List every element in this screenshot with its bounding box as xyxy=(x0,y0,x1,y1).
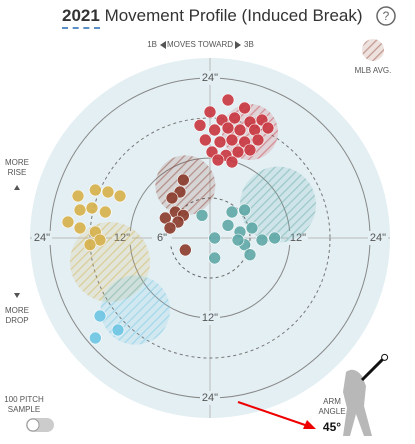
ring-label: 24" xyxy=(202,72,218,84)
ring-label-bg xyxy=(200,391,220,405)
title: Movement Profile (Induced Break) xyxy=(104,6,363,25)
pitch xyxy=(89,183,102,197)
pitch xyxy=(243,248,257,261)
pitch xyxy=(225,133,239,147)
mlb-avg xyxy=(240,166,316,243)
sample-label: 100 PITCH SAMPLE xyxy=(4,395,44,414)
pitch xyxy=(73,203,87,217)
pitch xyxy=(199,133,212,147)
pitch xyxy=(225,155,239,169)
pitch xyxy=(221,219,235,232)
header: 2021 Movement Profile (Induced Break) xyxy=(62,6,363,29)
avg-legend-label: MLB AVG. xyxy=(355,66,392,75)
pitch xyxy=(221,121,235,135)
ring-label-bg xyxy=(200,311,220,325)
pitch xyxy=(251,133,265,147)
toggle-knob[interactable] xyxy=(26,418,40,432)
dir-left: 1B xyxy=(147,40,157,49)
pitch xyxy=(231,145,245,159)
pitch xyxy=(195,209,209,222)
pitch xyxy=(255,233,269,247)
pitch xyxy=(233,123,247,137)
pitch xyxy=(71,189,85,203)
pitch xyxy=(228,111,241,125)
pitch xyxy=(89,331,102,345)
pitch xyxy=(203,105,217,119)
pitch xyxy=(193,119,207,132)
pitch xyxy=(179,243,192,257)
ring-label: 24" xyxy=(34,232,50,244)
arm-angle-line xyxy=(360,356,386,382)
help-text[interactable]: ? xyxy=(383,9,390,23)
pitch xyxy=(238,101,251,115)
pitch xyxy=(165,191,179,205)
pitch xyxy=(61,215,75,229)
pitch xyxy=(225,205,239,219)
pitch xyxy=(85,201,99,215)
pointer-head xyxy=(303,420,316,429)
pitch xyxy=(243,143,257,157)
pitch xyxy=(101,185,115,199)
pitch xyxy=(245,221,259,235)
down-arrow xyxy=(14,293,20,298)
pointer-arrow xyxy=(237,401,309,427)
pitch xyxy=(221,93,235,107)
pitch xyxy=(83,238,97,251)
pitch xyxy=(163,221,177,235)
ring-label-bg xyxy=(32,231,52,245)
pitch xyxy=(208,231,221,245)
pitch xyxy=(99,205,112,219)
avg-legend-icon xyxy=(362,39,384,61)
pitch xyxy=(93,309,107,323)
arm-angle-value: 45° xyxy=(323,420,341,434)
ring-label: 6" xyxy=(157,232,167,244)
mlb-avg xyxy=(100,275,170,345)
ring-label: 24" xyxy=(370,232,386,244)
pitch xyxy=(268,231,281,245)
dir-right: 3B xyxy=(244,40,254,49)
ring-label-bg xyxy=(200,71,220,85)
arrow-right xyxy=(235,41,241,49)
ring-label-bg xyxy=(368,231,388,245)
up-arrow xyxy=(14,185,20,190)
ring-label: 24" xyxy=(202,392,218,404)
pitch xyxy=(211,153,225,167)
pitcher-silhouette xyxy=(343,369,372,436)
pitch xyxy=(177,173,190,187)
pitch xyxy=(213,135,227,149)
pitch xyxy=(111,323,125,337)
pitch xyxy=(208,123,221,137)
help-icon[interactable] xyxy=(376,6,396,26)
pitch xyxy=(73,221,87,235)
pitch xyxy=(208,251,221,265)
year: 2021 xyxy=(62,6,100,29)
pitch xyxy=(238,203,251,217)
arm-angle-title: ARM ANGLE xyxy=(318,397,345,416)
arrow-left xyxy=(160,41,166,49)
pitch xyxy=(261,121,275,135)
dir-middle: MOVES TOWARD xyxy=(167,40,233,49)
more-drop: MORE DROP xyxy=(5,306,29,325)
pitch xyxy=(231,233,245,247)
ring-label-bg xyxy=(152,231,172,245)
ring-label: 12" xyxy=(202,312,218,324)
more-rise: MORE RISE xyxy=(5,158,29,177)
arm-angle-ball xyxy=(381,353,389,361)
pitch xyxy=(113,189,127,203)
